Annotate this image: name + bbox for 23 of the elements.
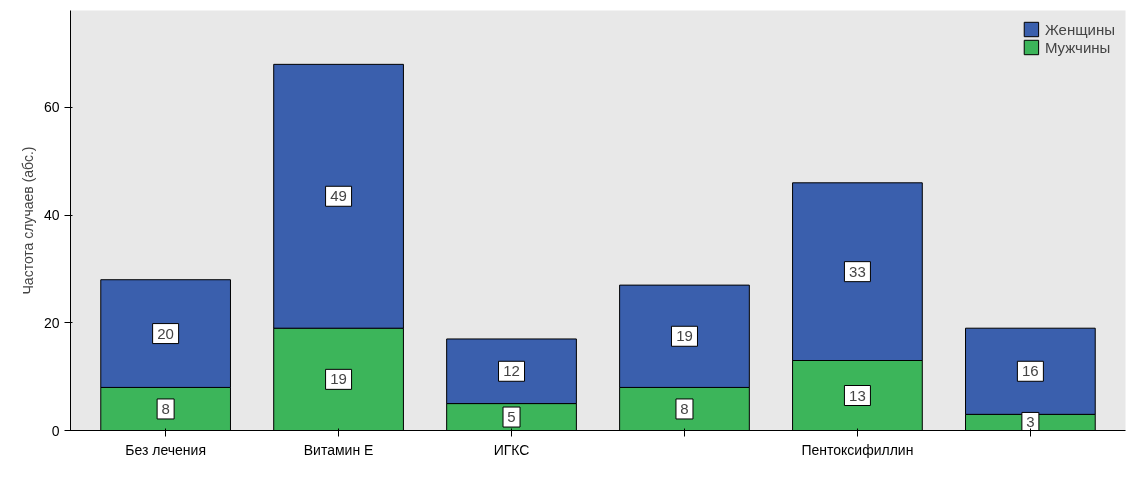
x-tick-label: Пентоксифиллин xyxy=(801,441,914,458)
data-label: 12 xyxy=(503,362,520,380)
data-label: 3 xyxy=(1026,413,1035,431)
y-tick-label: 0 xyxy=(51,422,60,439)
data-label: 16 xyxy=(1022,362,1039,380)
data-label: 8 xyxy=(680,399,689,417)
data-label: 33 xyxy=(849,262,866,280)
x-tick-label: Без лечения xyxy=(125,441,206,458)
data-label: 5 xyxy=(507,408,516,426)
data-label: 49 xyxy=(330,187,347,205)
y-tick-label: 40 xyxy=(43,207,60,224)
data-label: 8 xyxy=(161,399,170,417)
data-label: 19 xyxy=(676,327,693,345)
x-tick-label: Витамин Е xyxy=(303,441,374,458)
x-tick-label: ИГКС xyxy=(493,441,530,458)
data-label: 13 xyxy=(849,386,866,404)
data-label: 19 xyxy=(330,370,347,388)
y-tick-label: 60 xyxy=(43,99,60,116)
y-axis-title: Частота случаев (абс.) xyxy=(19,146,36,295)
data-label: 20 xyxy=(157,324,174,342)
y-tick-label: 20 xyxy=(43,314,60,331)
legend-label: Мужчины xyxy=(1044,38,1111,56)
legend-label: Женщины xyxy=(1044,20,1115,38)
